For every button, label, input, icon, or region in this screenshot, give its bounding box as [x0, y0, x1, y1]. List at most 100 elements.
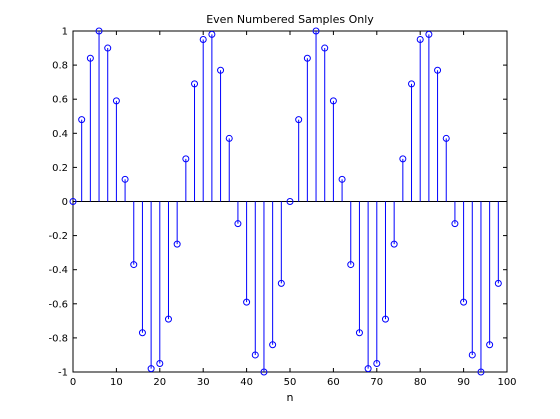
- stem-marker: [251, 351, 259, 359]
- stem-marker: [373, 359, 381, 367]
- stem-point: [243, 201, 251, 306]
- stem-marker: [425, 30, 433, 38]
- y-tick-label: -0.8: [48, 333, 68, 344]
- stem-marker: [69, 198, 77, 205]
- stem-point: [364, 201, 372, 373]
- stem-point: [173, 201, 181, 248]
- stem-point: [477, 201, 485, 376]
- stem-point: [78, 116, 86, 202]
- stem-point: [182, 155, 190, 202]
- x-tick-label: 70: [370, 377, 383, 388]
- stem-point: [434, 66, 442, 202]
- stem-point: [329, 97, 337, 202]
- stem-marker: [364, 365, 372, 373]
- y-tick-label: 0.4: [52, 129, 68, 140]
- stem-marker: [260, 368, 268, 376]
- x-tick-label: 40: [240, 377, 253, 388]
- stem-marker: [138, 329, 146, 337]
- stem-point: [312, 27, 320, 202]
- stem-point: [104, 44, 112, 202]
- stem-marker: [234, 220, 242, 228]
- stem-point: [468, 201, 476, 359]
- stem-point: [442, 134, 450, 202]
- stem-point: [303, 54, 311, 202]
- stem-marker: [338, 175, 346, 183]
- stem-marker: [442, 134, 450, 142]
- y-tick-label: 1: [62, 27, 68, 38]
- y-tick-label: -0.4: [48, 265, 68, 276]
- stem-point: [286, 198, 294, 205]
- stem-point: [164, 201, 172, 323]
- stem-point: [494, 201, 502, 287]
- x-tick-label: 90: [457, 377, 470, 388]
- axes: 0 10 20 30 40 50 60 70 80 90 100-1-0.8-0.6-0.4-0.2…: [48, 27, 516, 389]
- stem-marker: [243, 298, 251, 306]
- stem-point: [451, 201, 459, 228]
- stem-point: [234, 201, 242, 228]
- stem-marker: [104, 44, 112, 52]
- stem-marker: [78, 116, 86, 124]
- stem-point: [373, 201, 381, 367]
- stem-point: [130, 201, 138, 269]
- x-tick-label: 80: [414, 377, 427, 388]
- stem-marker: [147, 365, 155, 373]
- y-tick-label: 0.2: [52, 163, 68, 174]
- y-tick-label: 0: [62, 197, 68, 208]
- stem-marker: [269, 341, 277, 349]
- x-tick-label: 60: [327, 377, 340, 388]
- stem-point: [390, 201, 398, 248]
- x-tick-label: 10: [110, 377, 123, 388]
- stem-point: [338, 175, 346, 202]
- stem-point: [295, 116, 303, 202]
- y-tick-label: 0.6: [52, 95, 68, 106]
- stem-point: [86, 54, 94, 202]
- stem-point: [191, 80, 199, 202]
- stem-point: [260, 201, 268, 376]
- stem-marker: [477, 368, 485, 376]
- stem-marker: [112, 97, 120, 105]
- stem-point: [225, 134, 233, 202]
- stem-marker: [468, 351, 476, 359]
- stem-marker: [416, 36, 424, 44]
- stem-marker: [277, 279, 285, 287]
- stem-marker: [460, 298, 468, 306]
- stem-point: [460, 201, 468, 306]
- stem-marker: [286, 198, 294, 205]
- stem-marker: [182, 155, 190, 163]
- stem-marker: [399, 155, 407, 163]
- stem-point: [408, 80, 416, 202]
- stem-marker: [494, 279, 502, 287]
- stem-point: [217, 66, 225, 202]
- y-tick-label: -0.6: [48, 299, 68, 310]
- stem-point: [486, 201, 494, 349]
- stem-marker: [208, 30, 216, 38]
- stem-marker: [347, 261, 355, 269]
- x-tick-label: 20: [153, 377, 166, 388]
- stem-marker: [121, 175, 129, 183]
- stem-marker: [303, 54, 311, 62]
- stem-point: [112, 97, 120, 202]
- x-tick-label: 50: [284, 377, 297, 388]
- stem-point: [355, 201, 363, 337]
- stem-marker: [156, 359, 164, 367]
- stem-marker: [408, 80, 416, 88]
- stem-series: [69, 27, 502, 376]
- stem-marker: [321, 44, 329, 52]
- stem-point: [121, 175, 129, 202]
- stem-marker: [164, 315, 172, 323]
- x-axis-label: n: [287, 391, 294, 404]
- y-tick-label: -1: [58, 368, 68, 379]
- stem-point: [138, 201, 146, 337]
- stem-marker: [295, 116, 303, 124]
- stem-marker: [355, 329, 363, 337]
- stem-marker: [217, 66, 225, 74]
- stem-marker: [95, 27, 103, 35]
- stem-point: [199, 36, 207, 202]
- stem-point: [399, 155, 407, 202]
- stem-point: [208, 30, 216, 202]
- stem-point: [416, 36, 424, 202]
- y-tick-label: -0.2: [48, 231, 68, 242]
- stem-point: [347, 201, 355, 269]
- x-tick-label: 100: [497, 377, 516, 388]
